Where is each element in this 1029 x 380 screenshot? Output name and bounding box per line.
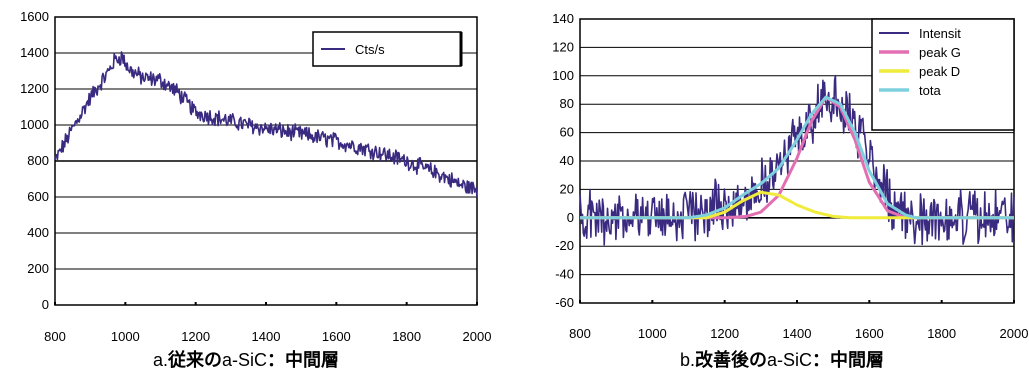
x-tick-label: 1600 (855, 326, 884, 341)
caption-a-prefix: a. (153, 350, 169, 370)
y-tick-label: 200 (27, 261, 49, 276)
series-line-tota (580, 95, 1014, 220)
caption-a-bold1: 従来の (168, 350, 223, 370)
x-tick-label: 1000 (638, 326, 667, 341)
y-tick-label: 0 (42, 297, 49, 312)
x-tick-label: 1800 (392, 329, 421, 344)
series-line-intensit (579, 74, 1015, 246)
y-tick-label: 1600 (20, 9, 49, 24)
y-tick-label: -40 (555, 267, 574, 282)
chart-a: 0 200 400 600 800 1000 1200 1400 1600 800 1000 1200… (20, 9, 492, 344)
caption-a: a.従来のa-SiC：中間層 (153, 346, 339, 372)
legend-label: peak D (919, 64, 960, 79)
y-tick-label: 140 (552, 11, 574, 26)
y-tick-label: 400 (27, 225, 49, 240)
y-tick-label: 0 (567, 210, 574, 225)
caption-a-bold2: ：中間層 (267, 350, 340, 370)
plot-area (579, 18, 1015, 304)
x-tick-label: 800 (569, 326, 591, 341)
y-tick-label: 60 (560, 125, 574, 140)
x-tick-label: 1400 (252, 329, 281, 344)
legend-label: tota (919, 83, 941, 98)
y-tick-label: 80 (560, 96, 574, 111)
y-tick-label: 20 (560, 181, 574, 196)
legend-label: peak G (919, 45, 961, 60)
y-tick-label: 1000 (20, 117, 49, 132)
x-tick-label: 2000 (1000, 326, 1029, 341)
y-tick-label: -60 (555, 295, 574, 310)
legend-label: Intensit (919, 26, 961, 41)
x-tick-label: 1600 (322, 329, 351, 344)
y-tick-label: -20 (555, 238, 574, 253)
caption-b-bold2: ：中間層 (812, 350, 885, 370)
plot-area (54, 16, 478, 306)
x-tick-label: 1000 (111, 329, 140, 344)
caption-b: b.改善後のa-SiC：中間層 (680, 346, 884, 372)
y-tick-label: 800 (27, 153, 49, 168)
y-tick-label: 120 (552, 39, 574, 54)
x-tick-label: 800 (44, 329, 66, 344)
x-tick-label: 1200 (181, 329, 210, 344)
x-tick-label: 1800 (927, 326, 956, 341)
chart-b: -60 -40 -20 0 20 40 60 80 100 120 140 800 1000 1200 14… (552, 11, 1029, 341)
caption-b-prefix: b. (680, 350, 696, 370)
legend-box (871, 18, 1015, 131)
y-tick-label: 40 (560, 153, 574, 168)
y-tick-label: 600 (27, 189, 49, 204)
caption-b-bold1: 改善後の (695, 350, 768, 370)
x-tick-label: 1200 (710, 326, 739, 341)
y-tick-label: 1200 (20, 81, 49, 96)
x-tick-label: 2000 (463, 329, 492, 344)
caption-a-mid: a-SiC (222, 350, 268, 370)
x-tick-label: 1400 (783, 326, 812, 341)
y-tick-label: 100 (552, 68, 574, 83)
legend-label: Cts/s (355, 42, 385, 57)
caption-b-mid: a-SiC (767, 350, 813, 370)
series-line-cts-s (54, 51, 478, 198)
y-tick-label: 1400 (20, 45, 49, 60)
